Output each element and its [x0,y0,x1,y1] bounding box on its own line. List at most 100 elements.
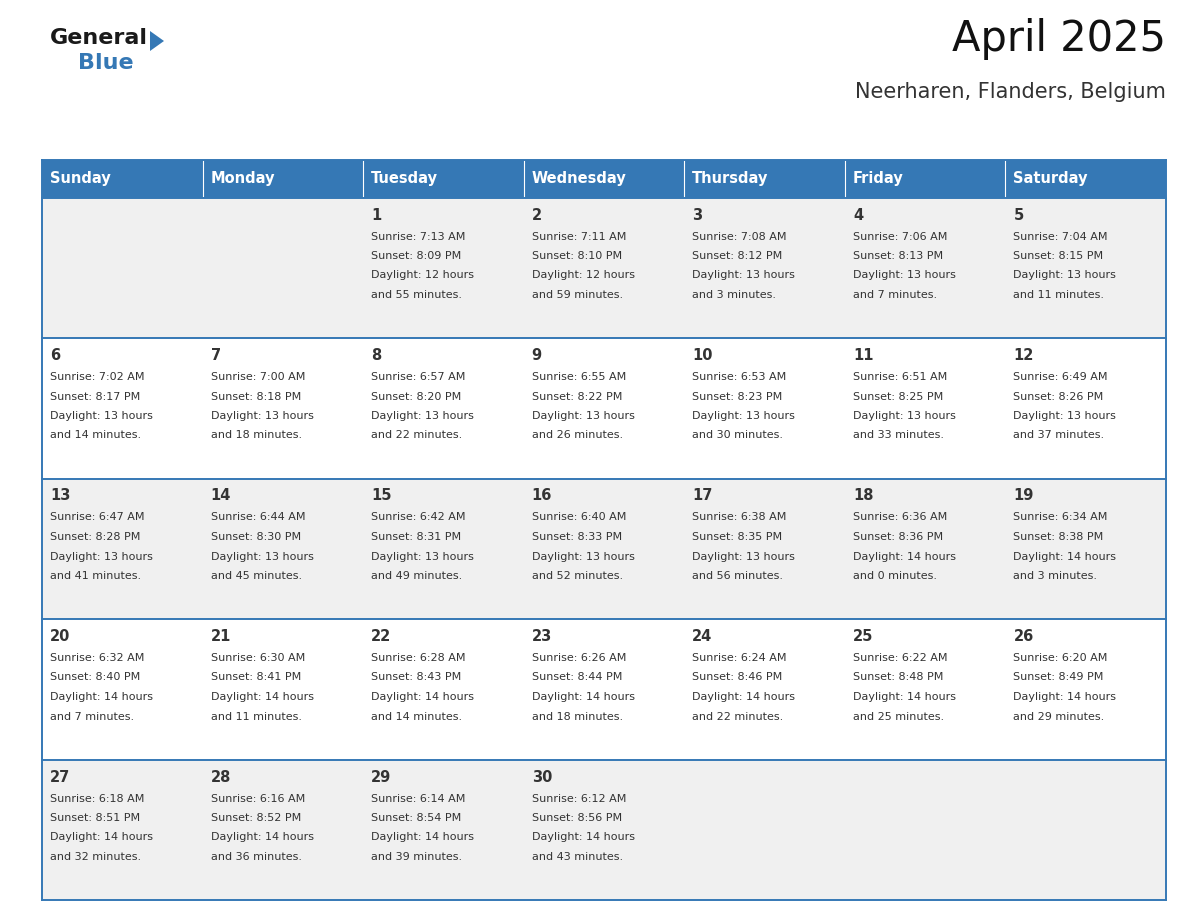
Text: Sunset: 8:48 PM: Sunset: 8:48 PM [853,673,943,682]
Text: and 22 minutes.: and 22 minutes. [693,711,784,722]
Text: Sunrise: 7:00 AM: Sunrise: 7:00 AM [210,372,305,382]
Text: Daylight: 14 hours: Daylight: 14 hours [50,833,153,843]
Text: Daylight: 13 hours: Daylight: 13 hours [210,552,314,562]
Text: Sunrise: 6:16 AM: Sunrise: 6:16 AM [210,793,305,803]
Text: 30: 30 [532,769,552,785]
Text: Daylight: 14 hours: Daylight: 14 hours [50,692,153,702]
Text: 14: 14 [210,488,230,503]
Text: Sunset: 8:38 PM: Sunset: 8:38 PM [1013,532,1104,542]
Text: 8: 8 [371,348,381,363]
Bar [364,338,524,478]
Text: Daylight: 14 hours: Daylight: 14 hours [1013,692,1117,702]
Text: Sunset: 8:33 PM: Sunset: 8:33 PM [532,532,621,542]
Text: Neerharen, Flanders, Belgium: Neerharen, Flanders, Belgium [855,82,1165,102]
Text: Wednesday: Wednesday [532,172,626,186]
Text: Sunset: 8:25 PM: Sunset: 8:25 PM [853,391,943,401]
Text: and 59 minutes.: and 59 minutes. [532,290,623,300]
Text: Sunset: 8:09 PM: Sunset: 8:09 PM [371,251,461,261]
Text: Tuesday: Tuesday [371,172,438,186]
Text: 3: 3 [693,207,702,222]
Bar [845,619,1005,759]
Bar [524,197,684,338]
Text: Sunrise: 6:53 AM: Sunrise: 6:53 AM [693,372,786,382]
Text: and 22 minutes.: and 22 minutes. [371,431,462,441]
Bar [684,338,845,478]
Bar [1005,197,1165,338]
Text: Sunrise: 6:57 AM: Sunrise: 6:57 AM [371,372,466,382]
Text: Sunrise: 6:22 AM: Sunrise: 6:22 AM [853,653,947,663]
Text: Daylight: 13 hours: Daylight: 13 hours [50,552,153,562]
Text: and 33 minutes.: and 33 minutes. [853,431,944,441]
Text: Sunset: 8:54 PM: Sunset: 8:54 PM [371,813,461,823]
Text: Daylight: 14 hours: Daylight: 14 hours [210,692,314,702]
Text: Sunrise: 6:20 AM: Sunrise: 6:20 AM [1013,653,1108,663]
Text: Sunset: 8:17 PM: Sunset: 8:17 PM [50,391,140,401]
Text: Sunset: 8:28 PM: Sunset: 8:28 PM [50,532,140,542]
Text: Sunset: 8:15 PM: Sunset: 8:15 PM [1013,251,1104,261]
Text: Daylight: 14 hours: Daylight: 14 hours [210,833,314,843]
Text: and 18 minutes.: and 18 minutes. [532,711,623,722]
Text: 26: 26 [1013,629,1034,644]
Text: Sunset: 8:44 PM: Sunset: 8:44 PM [532,673,623,682]
Text: 6: 6 [50,348,61,363]
Text: Sunset: 8:31 PM: Sunset: 8:31 PM [371,532,461,542]
Text: and 14 minutes.: and 14 minutes. [371,711,462,722]
Bar [42,197,203,338]
Bar [42,759,203,900]
Text: and 52 minutes.: and 52 minutes. [532,571,623,581]
Text: and 56 minutes.: and 56 minutes. [693,571,783,581]
Text: and 11 minutes.: and 11 minutes. [210,711,302,722]
Bar [203,197,364,338]
Text: 21: 21 [210,629,230,644]
Bar [524,160,684,197]
Text: 25: 25 [853,629,873,644]
Text: Daylight: 13 hours: Daylight: 13 hours [693,411,795,421]
Bar [524,619,684,759]
Text: Sunset: 8:23 PM: Sunset: 8:23 PM [693,391,783,401]
Text: Sunrise: 6:24 AM: Sunrise: 6:24 AM [693,653,786,663]
Text: Daylight: 13 hours: Daylight: 13 hours [210,411,314,421]
Text: 5: 5 [1013,207,1024,222]
Text: 22: 22 [371,629,391,644]
Bar [42,478,203,619]
Text: and 36 minutes.: and 36 minutes. [210,852,302,862]
Text: Daylight: 14 hours: Daylight: 14 hours [532,833,634,843]
Bar [364,197,524,338]
Text: 23: 23 [532,629,552,644]
Text: 28: 28 [210,769,230,785]
Text: and 29 minutes.: and 29 minutes. [1013,711,1105,722]
Text: 7: 7 [210,348,221,363]
Text: Sunrise: 6:12 AM: Sunrise: 6:12 AM [532,793,626,803]
Bar [845,197,1005,338]
Text: Sunset: 8:12 PM: Sunset: 8:12 PM [693,251,783,261]
Bar [845,338,1005,478]
Text: Sunset: 8:22 PM: Sunset: 8:22 PM [532,391,623,401]
Bar [845,160,1005,197]
Bar [42,619,203,759]
Text: 20: 20 [50,629,70,644]
Text: 1: 1 [371,207,381,222]
Text: Sunset: 8:13 PM: Sunset: 8:13 PM [853,251,943,261]
Text: Daylight: 14 hours: Daylight: 14 hours [853,692,956,702]
Text: and 14 minutes.: and 14 minutes. [50,431,141,441]
Text: 15: 15 [371,488,392,503]
Text: Sunset: 8:20 PM: Sunset: 8:20 PM [371,391,461,401]
Text: April 2025: April 2025 [952,18,1165,60]
Text: and 45 minutes.: and 45 minutes. [210,571,302,581]
Text: 2: 2 [532,207,542,222]
Text: Sunrise: 6:42 AM: Sunrise: 6:42 AM [371,512,466,522]
Text: Daylight: 13 hours: Daylight: 13 hours [853,271,956,281]
Text: 13: 13 [50,488,70,503]
Text: Monday: Monday [210,172,276,186]
Text: Daylight: 12 hours: Daylight: 12 hours [371,271,474,281]
Text: and 11 minutes.: and 11 minutes. [1013,290,1105,300]
Text: 9: 9 [532,348,542,363]
Text: Thursday: Thursday [693,172,769,186]
Text: Daylight: 13 hours: Daylight: 13 hours [693,552,795,562]
Text: Sunrise: 6:32 AM: Sunrise: 6:32 AM [50,653,145,663]
Text: Daylight: 14 hours: Daylight: 14 hours [371,692,474,702]
Text: Sunrise: 6:34 AM: Sunrise: 6:34 AM [1013,512,1108,522]
Text: and 3 minutes.: and 3 minutes. [693,290,776,300]
Text: and 49 minutes.: and 49 minutes. [371,571,462,581]
Bar [524,338,684,478]
